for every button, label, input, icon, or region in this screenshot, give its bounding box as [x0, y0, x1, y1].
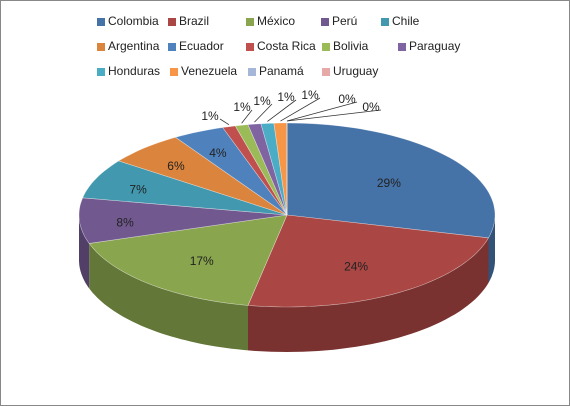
- data-label: 17%: [190, 254, 214, 268]
- legend-label: Ecuador: [179, 39, 224, 53]
- slice: [82, 160, 288, 216]
- legend-label: Bolivia: [333, 39, 369, 53]
- slice: [174, 127, 288, 216]
- slice: [78, 197, 288, 244]
- data-label: 4%: [209, 146, 227, 160]
- legend-swatch: [322, 43, 330, 51]
- data-label: 1%: [201, 109, 219, 123]
- data-label: 1%: [233, 100, 251, 114]
- leader-line: [286, 101, 358, 122]
- legend-swatch: [381, 18, 389, 26]
- legend-label: Venezuela: [181, 64, 237, 78]
- data-label: 29%: [377, 176, 401, 190]
- legend-swatch: [97, 68, 105, 76]
- legend-swatch: [168, 18, 176, 26]
- data-label: 1%: [253, 94, 271, 108]
- slice: [247, 214, 490, 308]
- slice: [286, 122, 496, 239]
- legend-swatch: [398, 43, 406, 51]
- data-label: 1%: [301, 88, 319, 102]
- leader-line: [286, 109, 382, 122]
- legend-swatch: [170, 68, 178, 76]
- legend-swatch: [168, 43, 176, 51]
- leader-line: [267, 99, 297, 122]
- legend-label: Argentina: [108, 39, 160, 53]
- data-label: 6%: [167, 159, 185, 173]
- legend-swatch: [97, 18, 105, 26]
- legend-label: Perú: [332, 14, 357, 28]
- leader-line: [219, 118, 230, 125]
- legend-label: Colombia: [108, 14, 159, 28]
- leader-line: [254, 103, 273, 123]
- slice: [88, 214, 288, 306]
- legend-label: Honduras: [108, 64, 160, 78]
- data-label: 1%: [277, 90, 295, 104]
- legend-swatch: [97, 43, 105, 51]
- leader-line: [241, 109, 253, 124]
- slice: [117, 136, 288, 216]
- legend-swatch: [321, 18, 329, 26]
- data-label: 24%: [344, 259, 368, 273]
- legend-swatch: [246, 18, 254, 26]
- legend-label: Paraguay: [409, 39, 460, 53]
- legend-swatch: [248, 68, 256, 76]
- slice-side: [248, 237, 489, 352]
- data-label: 7%: [129, 183, 147, 197]
- legend-swatch: [322, 68, 330, 76]
- legend-label: Uruguay: [333, 64, 378, 78]
- data-label: 8%: [116, 216, 134, 230]
- legend-label: Panamá: [259, 64, 304, 78]
- slice-side: [79, 215, 90, 289]
- leader-line: [280, 97, 321, 122]
- legend-label: México: [257, 14, 295, 28]
- slice-side: [488, 215, 495, 283]
- legend-label: Chile: [392, 14, 420, 28]
- legend-label: Brazil: [179, 14, 209, 28]
- slice-side: [89, 243, 248, 351]
- data-label: 0%: [362, 100, 380, 114]
- legend-label: Costa Rica: [257, 39, 316, 53]
- legend-swatch: [246, 43, 254, 51]
- data-label: 0%: [338, 92, 356, 106]
